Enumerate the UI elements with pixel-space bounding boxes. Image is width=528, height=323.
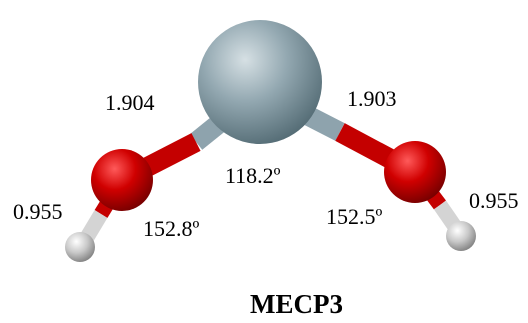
hydrogen-atom-left bbox=[65, 232, 95, 262]
oxygen-atom-left bbox=[91, 149, 153, 211]
bond-length-metal-oxygen-right: 1.903 bbox=[347, 86, 397, 111]
bond-length-metal-oxygen-left: 1.904 bbox=[105, 90, 155, 115]
bond-length-oxygen-hydrogen-right: 0.955 bbox=[469, 188, 519, 213]
angle-metal-oxygen-hydrogen-right: 152.5º bbox=[326, 204, 383, 229]
figure-caption: MECP3 bbox=[250, 289, 343, 319]
hydrogen-atom-right bbox=[446, 221, 476, 251]
bond-length-oxygen-hydrogen-left: 0.955 bbox=[13, 199, 63, 224]
oxygen-atom-right bbox=[384, 141, 446, 203]
metal-atom bbox=[198, 20, 322, 144]
angle-metal-oxygen-hydrogen-left: 152.8º bbox=[143, 216, 200, 241]
angle-oxygen-metal-oxygen: 118.2º bbox=[225, 163, 281, 188]
